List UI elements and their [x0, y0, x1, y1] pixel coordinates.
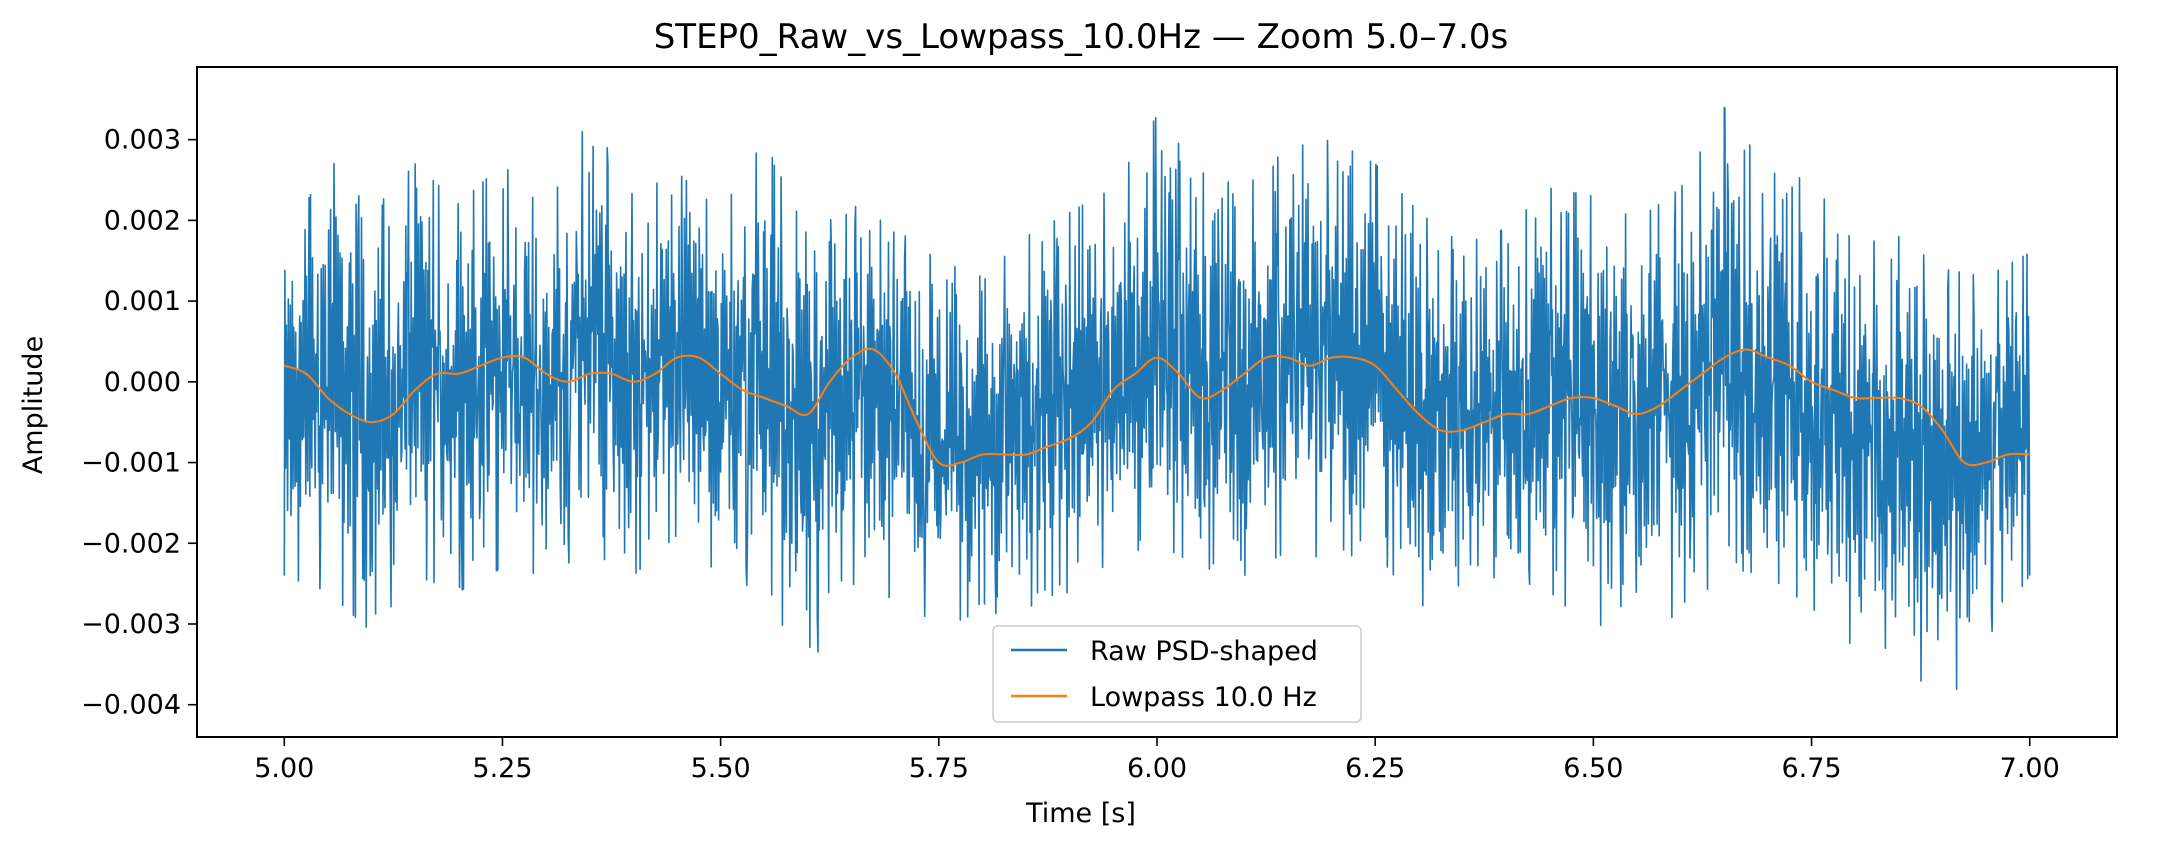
- x-tick-label: 5.00: [254, 753, 314, 784]
- chart-title: STEP0_Raw_vs_Lowpass_10.0Hz — Zoom 5.0–7…: [654, 17, 1509, 57]
- x-axis-label: Time [s]: [1025, 798, 1136, 829]
- series-lowpass-10hz: [283, 347, 2030, 467]
- x-tick-label: 6.50: [1563, 753, 1623, 784]
- x-tick-label: 6.25: [1345, 753, 1405, 784]
- x-axis: 5.00 5.25 5.50 5.75 6.00 6.25 6.50 6.75 7.00: [254, 737, 2060, 784]
- y-tick-label: 0.002: [104, 205, 181, 236]
- y-tick-label: −0.002: [81, 528, 181, 559]
- plot-area: [283, 106, 2031, 691]
- x-tick-label: 7.00: [2000, 753, 2060, 784]
- legend-label-raw: Raw PSD-shaped: [1090, 636, 1318, 667]
- legend-label-lowpass: Lowpass 10.0 Hz: [1090, 682, 1317, 713]
- x-tick-label: 5.75: [909, 753, 969, 784]
- x-tick-label: 5.25: [472, 753, 532, 784]
- y-tick-label: 0.001: [104, 286, 181, 317]
- legend-box: [992, 625, 1362, 723]
- y-tick-label: 0.000: [104, 367, 181, 398]
- y-axis: 0.003 0.002 0.001 0.000 −0.001 −0.002 −0.003 −0…: [81, 125, 197, 721]
- y-tick-label: −0.003: [81, 609, 181, 640]
- series-raw-psd-shaped: [283, 106, 2031, 691]
- y-tick-label: −0.001: [81, 448, 181, 479]
- y-tick-label: −0.004: [81, 690, 181, 721]
- x-tick-label: 5.50: [691, 753, 751, 784]
- legend: Raw PSD-shaped Lowpass 10.0 Hz: [992, 625, 1362, 723]
- x-tick-label: 6.75: [1781, 753, 1841, 784]
- x-tick-label: 6.00: [1127, 753, 1187, 784]
- series-layer: [283, 106, 2031, 691]
- y-axis-label: Amplitude: [18, 336, 49, 474]
- y-tick-label: 0.003: [104, 125, 181, 156]
